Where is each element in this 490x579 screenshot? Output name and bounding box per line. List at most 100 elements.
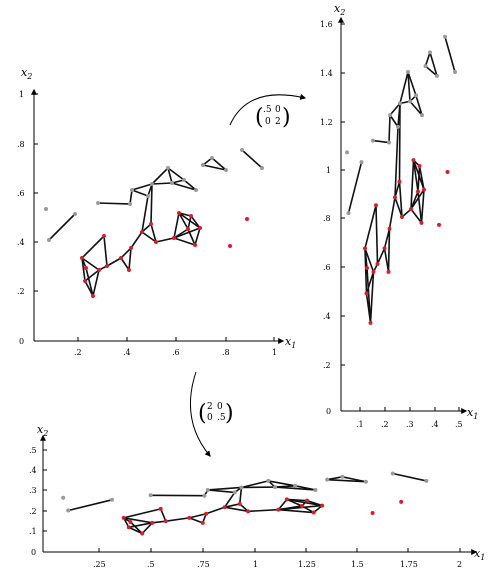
grey-point bbox=[453, 70, 457, 75]
red-point bbox=[364, 291, 369, 296]
red-point bbox=[320, 503, 325, 508]
grey-point bbox=[414, 93, 418, 98]
panel-b-x-tick: .2 bbox=[381, 420, 389, 429]
graph-edge bbox=[387, 228, 391, 272]
grey-point bbox=[166, 166, 170, 170]
grey-point bbox=[340, 474, 345, 479]
matrix-entry: 2 bbox=[275, 117, 281, 127]
red-point bbox=[368, 320, 373, 325]
graph-edge bbox=[106, 257, 122, 267]
panel-b-y-tick: .2 bbox=[323, 361, 331, 370]
panel-c-x-tick-marks bbox=[98, 548, 461, 552]
matrix-to-b: ( .5 0 0 2 ) bbox=[255, 105, 291, 130]
red-point bbox=[140, 230, 144, 234]
panel-b-y-tick: 1.2 bbox=[320, 118, 333, 127]
red-point bbox=[105, 264, 109, 268]
panel-c-y-tick: .2 bbox=[29, 507, 37, 516]
graph-edge bbox=[286, 498, 323, 507]
red-point bbox=[222, 505, 227, 510]
graph-edge bbox=[92, 269, 100, 297]
red-point bbox=[417, 164, 422, 169]
right-paren-icon: ) bbox=[225, 401, 234, 426]
grey-point bbox=[170, 181, 174, 185]
right-paren-icon: ) bbox=[282, 105, 291, 130]
red-point bbox=[140, 531, 145, 536]
graph-edge bbox=[223, 491, 236, 508]
panel-a-y-tick-labels: .2 .4 .6 .8 1 0 bbox=[17, 90, 25, 346]
panel-a-origin-label: 0 bbox=[19, 337, 24, 346]
panel-a: .2 .4 .6 .8 1 0 .2 .4 .6 .8 1 x2 x1 bbox=[17, 66, 296, 357]
graph-edge bbox=[424, 65, 438, 77]
graph-edge bbox=[183, 179, 197, 191]
panel-c-x-label: x1 bbox=[474, 547, 485, 562]
graph-edge bbox=[85, 267, 94, 297]
graph-edge bbox=[171, 182, 197, 191]
grey-point bbox=[148, 493, 153, 498]
panel-b-y-tick: .4 bbox=[323, 312, 331, 321]
red-point bbox=[187, 515, 192, 520]
graph-edge bbox=[420, 189, 425, 223]
red-point bbox=[204, 511, 209, 516]
panel-c-y-tick-marks bbox=[43, 449, 47, 532]
grey-point bbox=[150, 182, 154, 186]
panel-b-x-tick: .3 bbox=[406, 420, 414, 429]
red-point bbox=[370, 510, 375, 515]
graph-edge bbox=[141, 522, 153, 535]
graph-edge bbox=[129, 521, 143, 535]
graph-edge bbox=[369, 271, 375, 323]
panel-a-x-tick: 1 bbox=[272, 348, 277, 357]
graph-edge bbox=[364, 248, 375, 273]
graph-edge bbox=[48, 213, 76, 241]
red-point bbox=[128, 520, 133, 525]
grey-point bbox=[435, 73, 439, 78]
left-paren-icon: ( bbox=[255, 105, 264, 130]
graph-edge bbox=[366, 267, 372, 323]
red-point bbox=[102, 234, 106, 238]
graph-edge bbox=[173, 212, 180, 239]
matrix-entry: 0 bbox=[275, 105, 281, 115]
panel-a-x-tick: .6 bbox=[172, 348, 180, 357]
graph-edge bbox=[410, 191, 419, 210]
graph-edge bbox=[412, 159, 425, 190]
red-point bbox=[386, 269, 391, 274]
graph-edge bbox=[424, 52, 431, 67]
panel-a-y-tick-marks bbox=[34, 93, 38, 292]
red-point bbox=[158, 506, 163, 511]
panel-b-origin-label: 0 bbox=[326, 407, 331, 416]
panel-c-x-tick: .75 bbox=[197, 560, 210, 569]
red-point bbox=[445, 169, 450, 174]
panel-b-y-tick: 1 bbox=[326, 166, 331, 175]
grey-point bbox=[346, 211, 351, 216]
panel-a-x-tick: .2 bbox=[74, 348, 82, 357]
matrix-entry: .5 bbox=[217, 413, 226, 423]
red-point bbox=[371, 269, 376, 274]
panel-b: .2 .4 .6 .8 1 1.2 1.4 1.6 0 .1 .2 .3 .4 … bbox=[320, 2, 478, 429]
graph-edge bbox=[394, 197, 403, 218]
panel-a-x-tick: .8 bbox=[222, 348, 230, 357]
panel-b-y-tick: 1.6 bbox=[320, 20, 333, 29]
graph-edge bbox=[444, 36, 456, 73]
panel-c-x-tick: 2 bbox=[457, 560, 462, 569]
red-point bbox=[83, 279, 87, 283]
panel-a-x-tick: .4 bbox=[123, 348, 131, 357]
red-point bbox=[193, 243, 197, 247]
graph-edge bbox=[207, 486, 242, 491]
red-point bbox=[129, 246, 133, 250]
graph-edge bbox=[415, 95, 423, 116]
red-point bbox=[186, 227, 190, 231]
graph-edge bbox=[417, 191, 423, 223]
graph-edge bbox=[129, 189, 133, 205]
graph-edge bbox=[194, 227, 201, 246]
panel-b-y-tick: 1.4 bbox=[320, 69, 333, 78]
grey-point bbox=[424, 478, 429, 483]
graph-edge bbox=[211, 157, 227, 171]
graph-edge bbox=[81, 235, 105, 259]
graph-edge bbox=[103, 235, 108, 267]
grey-point bbox=[313, 487, 318, 492]
graph-edge bbox=[152, 520, 166, 524]
graph-edge bbox=[407, 71, 417, 96]
grey-point bbox=[273, 485, 278, 490]
graph-edge bbox=[178, 212, 201, 229]
transform-arrow-to-b: ( .5 0 0 2 ) bbox=[229, 94, 307, 130]
